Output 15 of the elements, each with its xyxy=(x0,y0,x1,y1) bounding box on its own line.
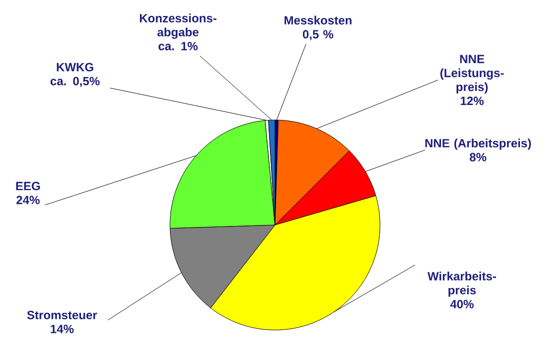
data-label: 12% xyxy=(460,96,484,106)
slice-label: NNE (Arbeitspreis) xyxy=(425,138,531,150)
data-label: ca. 1% xyxy=(158,42,198,50)
slice-label: Wirkarbeits-preis xyxy=(428,272,496,297)
slice-label: EEG xyxy=(16,182,40,190)
data-label: 0,5 % xyxy=(302,30,334,40)
slice-label: Messkosten xyxy=(284,16,352,25)
data-label: 8% xyxy=(470,152,486,162)
data-label: 14% xyxy=(50,324,74,334)
slice-label: Stromsteuer xyxy=(27,310,98,320)
data-label: 24% xyxy=(16,196,40,204)
slice-label: KWKG xyxy=(56,62,94,72)
slice-label: NNE (Leistungs-preis) xyxy=(440,54,504,94)
data-label: 40% xyxy=(450,300,474,308)
data-label: ca. 0,5% xyxy=(50,76,100,88)
